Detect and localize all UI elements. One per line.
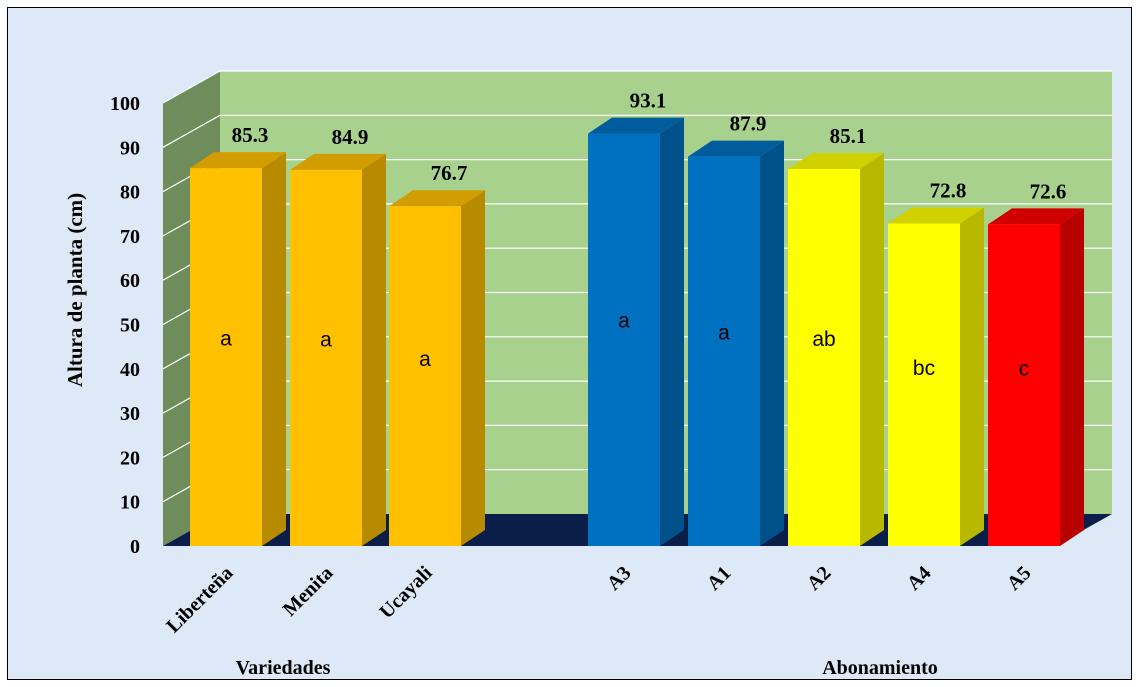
significance-letter: c: [1019, 358, 1030, 381]
bar-top: [688, 140, 784, 157]
bar-top: [290, 153, 386, 170]
data-label: 85.3: [232, 123, 269, 147]
data-label: 85.1: [830, 124, 867, 148]
category-label: A1: [703, 562, 736, 595]
bar-top: [190, 152, 286, 169]
y-tick-label: 0: [130, 536, 140, 558]
y-tick-label: 100: [110, 93, 140, 115]
y-tick-label: 40: [120, 359, 140, 381]
significance-letter: a: [618, 309, 630, 332]
bar-top: [788, 153, 884, 170]
gridline: [162, 70, 221, 104]
significance-letter: a: [320, 329, 332, 352]
significance-letter: a: [220, 328, 232, 351]
bar: [988, 224, 1060, 546]
category-label: Menita: [279, 562, 338, 621]
category-label: Liberteña: [162, 562, 237, 637]
significance-letter: a: [419, 348, 431, 371]
bar: [588, 133, 660, 546]
group-label: Abonamiento: [822, 657, 938, 679]
bar: [688, 156, 760, 546]
y-tick-label: 90: [120, 137, 140, 159]
y-tick-label: 10: [120, 492, 140, 514]
bar: [190, 168, 262, 546]
bar: [389, 206, 461, 546]
bar-side: [1060, 208, 1084, 546]
bar-top: [888, 207, 984, 224]
significance-letter: a: [718, 322, 730, 345]
bar-top: [389, 190, 485, 207]
bar-side: [960, 207, 984, 546]
group-label: Variedades: [236, 657, 331, 679]
category-label: A4: [903, 562, 936, 595]
bar-side: [262, 152, 286, 546]
data-label: 84.9: [332, 125, 369, 149]
y-tick-label: 30: [120, 403, 140, 425]
bar-top: [988, 208, 1084, 225]
bar-side: [860, 153, 884, 546]
bar: [888, 223, 960, 546]
y-tick-label: 80: [120, 182, 140, 204]
category-label: A3: [603, 562, 636, 595]
category-label: A5: [1003, 562, 1036, 595]
y-tick-label: 50: [120, 315, 140, 337]
data-label: 76.7: [431, 161, 468, 185]
bar: [290, 169, 362, 546]
bar-side: [461, 190, 485, 546]
bar: [788, 169, 860, 546]
bar-side: [760, 140, 784, 546]
category-label: Ucayali: [375, 562, 436, 623]
y-tick-label: 20: [120, 447, 140, 469]
y-tick-label: 60: [120, 270, 140, 292]
significance-letter: bc: [913, 357, 935, 380]
gridline: [162, 114, 221, 148]
significance-letter: ab: [812, 328, 835, 351]
y-tick-label: 70: [120, 226, 140, 248]
category-label: A2: [803, 562, 836, 595]
y-axis-title: Altura de planta (cm): [63, 193, 87, 387]
data-label: 93.1: [630, 89, 667, 113]
bar-top: [588, 117, 684, 134]
data-label: 72.8: [930, 178, 967, 202]
data-label: 72.6: [1030, 179, 1067, 203]
bar-side: [362, 153, 386, 546]
bar-side: [660, 117, 684, 546]
data-label: 87.9: [730, 112, 767, 136]
